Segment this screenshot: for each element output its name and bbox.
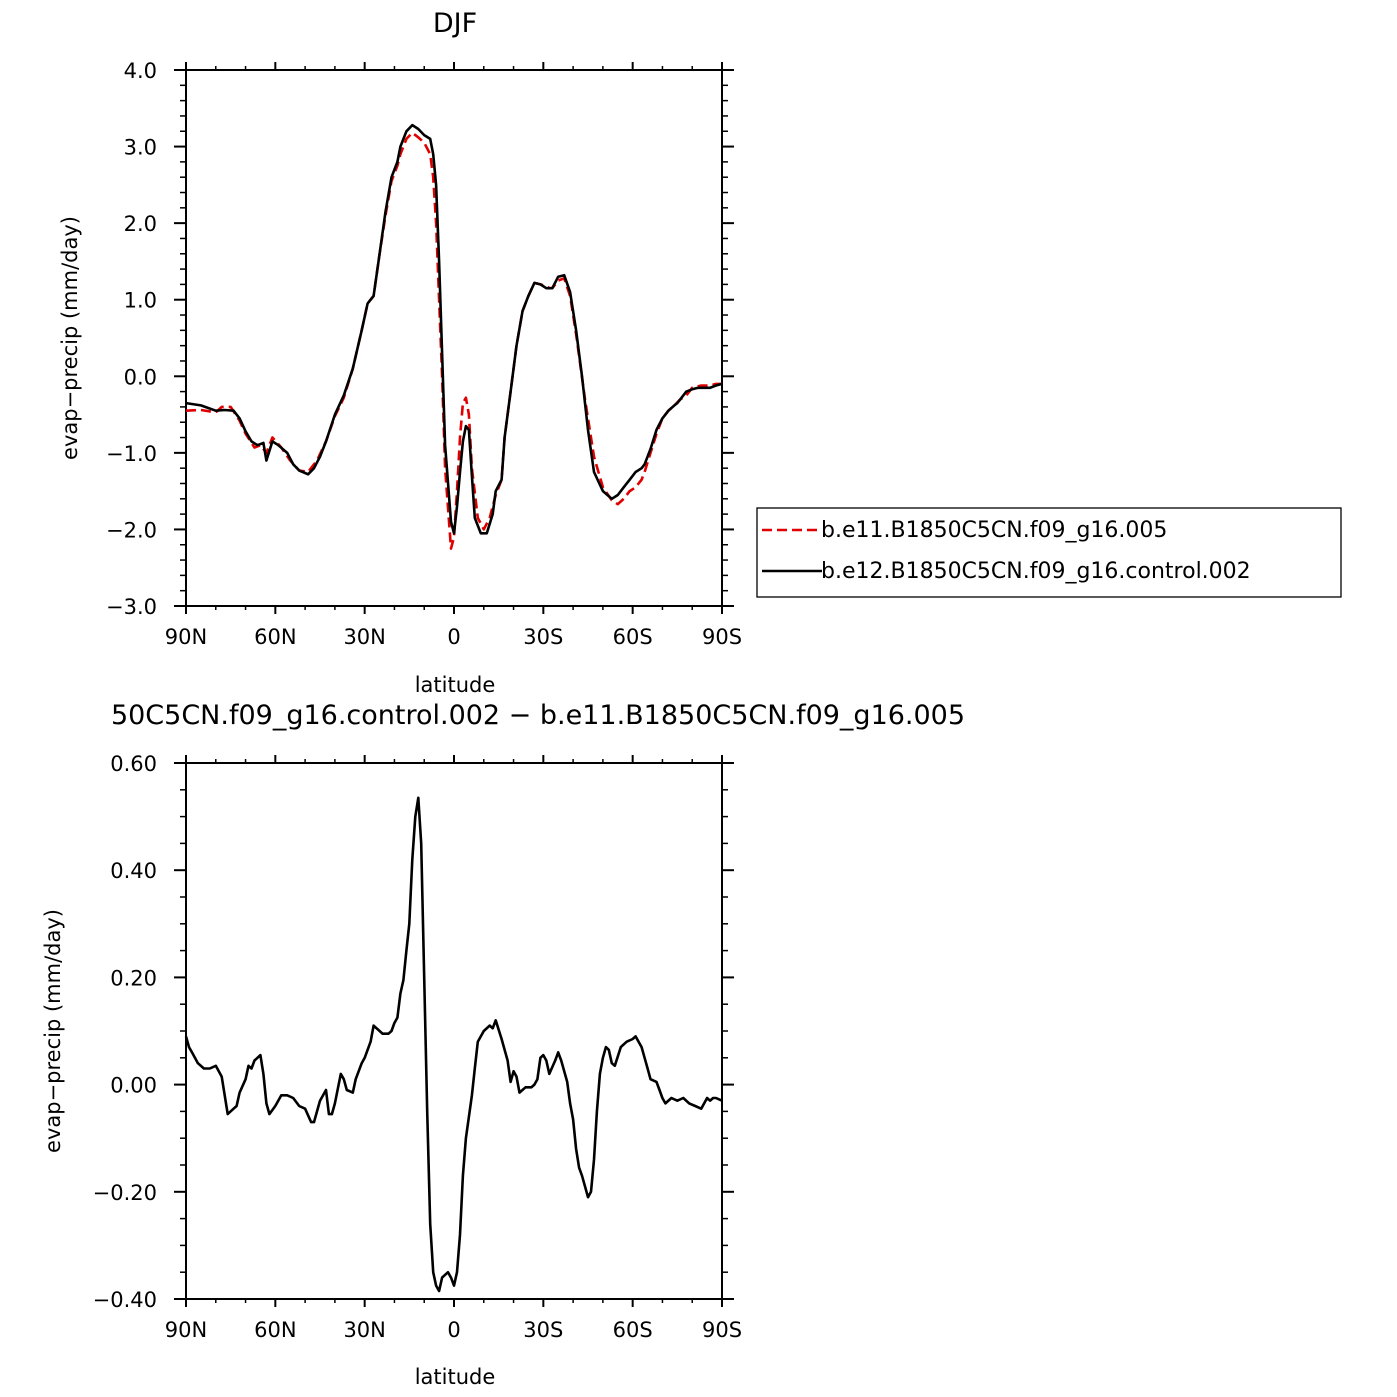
bottom-panel: 50C5CN.f09_g16.control.002 − b.e11.B1850… bbox=[41, 700, 965, 1389]
top-x-tick-label: 60S bbox=[613, 625, 653, 649]
bottom-y-tick-label: −0.20 bbox=[93, 1181, 157, 1205]
legend-box bbox=[756, 507, 1342, 598]
top-series-line-1 bbox=[185, 131, 722, 550]
bottom-y-tick-label: 0.20 bbox=[110, 966, 157, 990]
top-y-tick-label: −1.0 bbox=[106, 442, 157, 466]
top-y-tick-label: −3.0 bbox=[106, 595, 157, 619]
top-y-tick-label: 4.0 bbox=[124, 59, 157, 83]
bottom-x-tick-label: 60S bbox=[613, 1318, 653, 1342]
bottom-chart-title: 50C5CN.f09_g16.control.002 − b.e11.B1850… bbox=[111, 700, 965, 731]
bottom-plot-area: 90N 60N 30N 0 30S 60S 90S 0.60 0.40 0.20 0.00 −0.20… bbox=[93, 752, 742, 1342]
bottom-y-tick-label: 0.40 bbox=[110, 859, 157, 883]
top-x-tick-label: 90N bbox=[165, 625, 207, 649]
bottom-y-tick-label: 0.60 bbox=[110, 752, 157, 776]
top-y-tick-label: −2.0 bbox=[106, 518, 157, 542]
bottom-y-tick-label: −0.40 bbox=[93, 1288, 157, 1312]
top-y-tick-label: 3.0 bbox=[124, 136, 157, 160]
top-plot-area: 90N 60N 30N 0 30S 60S 90S 4.0 3.0 2.0 1.0 0.0 −1.0 −2… bbox=[106, 59, 742, 649]
bottom-x-tick-label: 90S bbox=[702, 1318, 742, 1342]
top-series-line-2 bbox=[185, 123, 723, 535]
legend-label-series-1: b.e11.B1850C5CN.f09_g16.005 bbox=[821, 518, 1167, 543]
bottom-series-line-1 bbox=[184, 796, 723, 1293]
top-x-tick-label: 30N bbox=[343, 625, 385, 649]
top-y-axis-label: evap−precip (mm/day) bbox=[58, 216, 82, 460]
bottom-x-tick-label: 30N bbox=[343, 1318, 385, 1342]
bottom-x-tick-label: 60N bbox=[254, 1318, 296, 1342]
top-y-tick-label: 0.0 bbox=[124, 365, 157, 389]
top-x-tick-label: 90S bbox=[702, 625, 742, 649]
legend: b.e11.B1850C5CN.f09_g16.005 b.e12.B1850C… bbox=[756, 507, 1342, 598]
bottom-x-tick-label: 0 bbox=[447, 1318, 460, 1342]
top-y-tick-label: 1.0 bbox=[124, 289, 157, 313]
top-chart-title: DJF bbox=[433, 8, 477, 39]
bottom-x-axis-label: latitude bbox=[415, 1365, 496, 1389]
top-y-tick-label: 2.0 bbox=[124, 212, 157, 236]
bottom-y-tick-label: 0.00 bbox=[110, 1074, 157, 1098]
top-x-tick-label: 0 bbox=[447, 625, 460, 649]
bottom-x-tick-label: 30S bbox=[523, 1318, 563, 1342]
top-x-tick-label: 60N bbox=[254, 625, 296, 649]
bottom-plot-frame bbox=[185, 762, 723, 1300]
top-x-axis-label: latitude bbox=[415, 673, 496, 697]
legend-label-series-2: b.e12.B1850C5CN.f09_g16.control.002 bbox=[821, 559, 1251, 584]
bottom-y-axis-label: evap−precip (mm/day) bbox=[41, 909, 65, 1153]
bottom-x-tick-label: 90N bbox=[165, 1318, 207, 1342]
top-x-tick-label: 30S bbox=[523, 625, 563, 649]
top-panel: DJF 90N 60N 30N 0 30S 60S 90S 4.0 3.0 2.0 1.0 0.0 −1… bbox=[58, 8, 742, 697]
